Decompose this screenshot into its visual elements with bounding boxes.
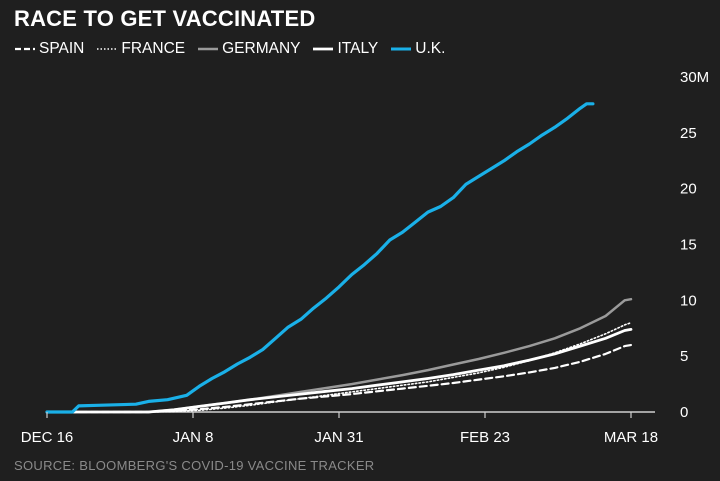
x-tick-label: MAR 18: [604, 429, 658, 446]
legend-item-italy: ITALY: [312, 40, 378, 58]
legend-label-germany: GERMANY: [222, 40, 301, 57]
x-axis-ticks: DEC 16 JAN 8 JAN 31 FEB 23 MAR 18: [21, 412, 658, 446]
legend-swatch-uk: [391, 47, 412, 51]
y-tick-label: 5: [680, 348, 688, 365]
series-line-italy: [45, 327, 633, 414]
legend-label-italy: ITALY: [337, 40, 379, 57]
series-line-france: [46, 321, 632, 413]
legend-label-spain: SPAIN: [39, 40, 85, 57]
source-note: SOURCE: BLOOMBERG'S COVID-19 VACCINE TRA…: [14, 458, 375, 473]
y-tick-label: 10: [680, 292, 697, 309]
y-tick-label: 25: [680, 125, 697, 142]
chart-title: RACE TO GET VACCINATED: [14, 6, 316, 31]
x-tick-label: JAN 31: [314, 429, 363, 446]
legend-swatch-spain: [15, 47, 35, 51]
x-tick-label: FEB 23: [460, 429, 510, 446]
y-tick-label: 0: [680, 404, 688, 421]
x-tick-label: JAN 8: [173, 429, 214, 446]
series-line-uk: [45, 102, 595, 414]
y-tick-label: 15: [680, 237, 697, 254]
legend-item-germany: GERMANY: [197, 40, 300, 58]
y-tick-label: 30M: [680, 69, 709, 86]
x-tick-label: DEC 16: [21, 429, 74, 446]
legend-label-uk: U.K.: [415, 40, 446, 57]
legend: SPAIN FRANCE GERMANY ITALY U.K.: [14, 40, 457, 58]
legend-label-france: FRANCE: [121, 40, 186, 57]
series-line-spain: [45, 343, 633, 414]
y-axis-ticks: 0 5 10 15 20 25 30M: [680, 69, 709, 421]
series-lines: [45, 102, 633, 414]
legend-item-france: FRANCE: [96, 40, 185, 58]
y-tick-label: 20: [680, 181, 697, 198]
legend-swatch-germany: [198, 47, 219, 51]
legend-item-uk: U.K.: [390, 40, 445, 58]
legend-swatch-italy: [313, 47, 334, 51]
legend-item-spain: SPAIN: [14, 40, 84, 58]
